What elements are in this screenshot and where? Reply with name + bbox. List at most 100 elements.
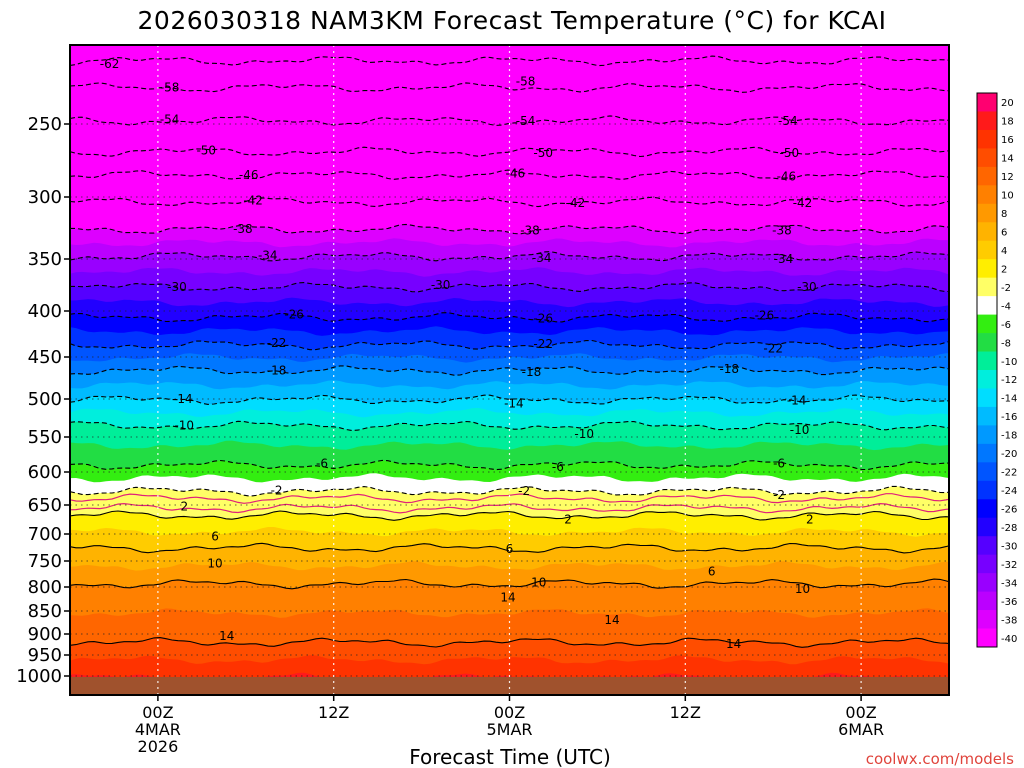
isotherm-line xyxy=(70,637,949,648)
contour-label: -58 xyxy=(160,81,180,95)
colorbar-tick-label: -2 xyxy=(1001,283,1011,294)
y-tick-label: 650 xyxy=(28,495,62,516)
colorbar-tick-label: 6 xyxy=(1001,228,1007,239)
contour-label: -46 xyxy=(777,170,797,184)
contour-label: 2 xyxy=(180,500,188,514)
y-tick-label: 800 xyxy=(28,577,62,598)
contour-label: -22 xyxy=(533,337,553,351)
colorbar-swatch xyxy=(977,554,997,574)
contour-label: -26 xyxy=(533,311,553,325)
colorbar-tick-label: 12 xyxy=(1001,172,1014,183)
colorbar-tick-label: -26 xyxy=(1001,505,1017,516)
y-tick-label: 500 xyxy=(28,389,62,410)
y-tick-label: 250 xyxy=(28,114,62,135)
contour-label: -6 xyxy=(552,460,564,474)
colorbar-tick-label: -34 xyxy=(1001,578,1017,589)
colorbar-tick-label: -10 xyxy=(1001,357,1017,368)
y-tick-label: 900 xyxy=(28,624,62,645)
contour-label: -34 xyxy=(258,248,278,262)
colorbar-tick-label: -40 xyxy=(1001,634,1017,645)
contour-label: -26 xyxy=(284,308,304,322)
contour-label: 6 xyxy=(506,542,514,556)
x-tick-label: 4MAR xyxy=(135,720,181,739)
contour-label: -62 xyxy=(100,57,120,71)
contour-label: -42 xyxy=(566,196,586,210)
isotherm-line xyxy=(70,282,949,293)
colorbar-swatch xyxy=(977,499,997,519)
contour-label: 10 xyxy=(531,575,546,589)
contour-label: 14 xyxy=(604,613,619,627)
contour-label: -18 xyxy=(267,363,287,377)
colorbar-swatch xyxy=(977,388,997,408)
contour-label: 14 xyxy=(726,637,741,651)
isotherm-line xyxy=(70,459,949,471)
contour-label: -58 xyxy=(516,74,536,88)
contour-label: -34 xyxy=(532,251,552,265)
colorbar-tick-label: -4 xyxy=(1001,301,1011,312)
colorbar-swatch xyxy=(977,185,997,205)
colorbar-tick-label: -12 xyxy=(1001,375,1017,386)
contour-label: -26 xyxy=(755,309,775,323)
isotherm-line xyxy=(70,115,949,126)
contour-label: -54 xyxy=(516,114,536,128)
isotherm-line xyxy=(70,485,949,497)
x-axis-label: Forecast Time (UTC) xyxy=(409,745,611,768)
isotherm-line xyxy=(70,251,949,262)
contour-label: -14 xyxy=(787,394,807,408)
isotherm-line xyxy=(70,146,949,158)
colorbar-tick-label: 20 xyxy=(1001,98,1014,109)
isotherm-line xyxy=(70,196,949,208)
contour-label: -38 xyxy=(233,222,253,236)
isotherm-line xyxy=(70,365,949,376)
y-tick-label: 600 xyxy=(28,462,62,483)
y-tick-label: 300 xyxy=(28,187,62,208)
contour-label: -14 xyxy=(173,392,193,406)
colorbar-swatch xyxy=(977,166,997,186)
contour-label: -18 xyxy=(719,362,739,376)
y-tick-label: 450 xyxy=(28,347,62,368)
contour-label: 10 xyxy=(795,582,810,596)
x-tick-label: 00Z xyxy=(142,703,173,722)
colorbar-tick-label: -6 xyxy=(1001,320,1011,331)
colorbar-swatch xyxy=(977,203,997,223)
contour-label: -30 xyxy=(167,280,187,294)
colorbar-tick-label: -14 xyxy=(1001,394,1017,405)
y-tick-label: 1000 xyxy=(16,666,62,687)
colorbar-swatch xyxy=(977,462,997,482)
colorbar-swatch xyxy=(977,425,997,445)
contour-label: -22 xyxy=(267,336,287,350)
colorbar-tick-label: -18 xyxy=(1001,431,1017,442)
y-tick-label: 550 xyxy=(28,427,62,448)
colorbar-swatch xyxy=(977,610,997,629)
colorbar-swatch xyxy=(977,148,997,168)
colorbar-tick-label: -16 xyxy=(1001,412,1017,423)
contour-label: -46 xyxy=(506,167,526,181)
contour-label: -46 xyxy=(239,168,259,182)
colorbar-swatch xyxy=(977,573,997,592)
x-tick-label: 00Z xyxy=(845,703,876,722)
colorbar-frame xyxy=(976,92,998,648)
colorbar-tick-label: 8 xyxy=(1001,209,1007,220)
colorbar-swatch xyxy=(977,314,997,334)
contour-label: -38 xyxy=(772,223,792,237)
contour-label: -18 xyxy=(522,365,542,379)
colorbar-tick-label: 4 xyxy=(1001,246,1007,257)
contour-label: -2 xyxy=(773,488,785,502)
colorbar-swatch xyxy=(977,296,997,315)
colorbar-swatch xyxy=(977,240,997,260)
contour-label: -10 xyxy=(574,427,594,441)
y-tick-label: 950 xyxy=(28,645,62,666)
colorbar-swatch xyxy=(977,443,997,463)
colorbar-swatch xyxy=(977,277,997,297)
contour-label: -14 xyxy=(504,397,524,411)
colorbar-swatch xyxy=(977,259,997,279)
contour-label: 14 xyxy=(219,629,234,643)
contour-label: 2 xyxy=(564,513,572,527)
contour-label: -30 xyxy=(431,278,451,292)
x-tick-label: 12Z xyxy=(670,703,701,722)
contour-label: -6 xyxy=(316,457,328,471)
contour-label: -38 xyxy=(520,223,540,237)
contour-label: 10 xyxy=(207,557,222,571)
colorbar-swatch xyxy=(977,129,997,149)
